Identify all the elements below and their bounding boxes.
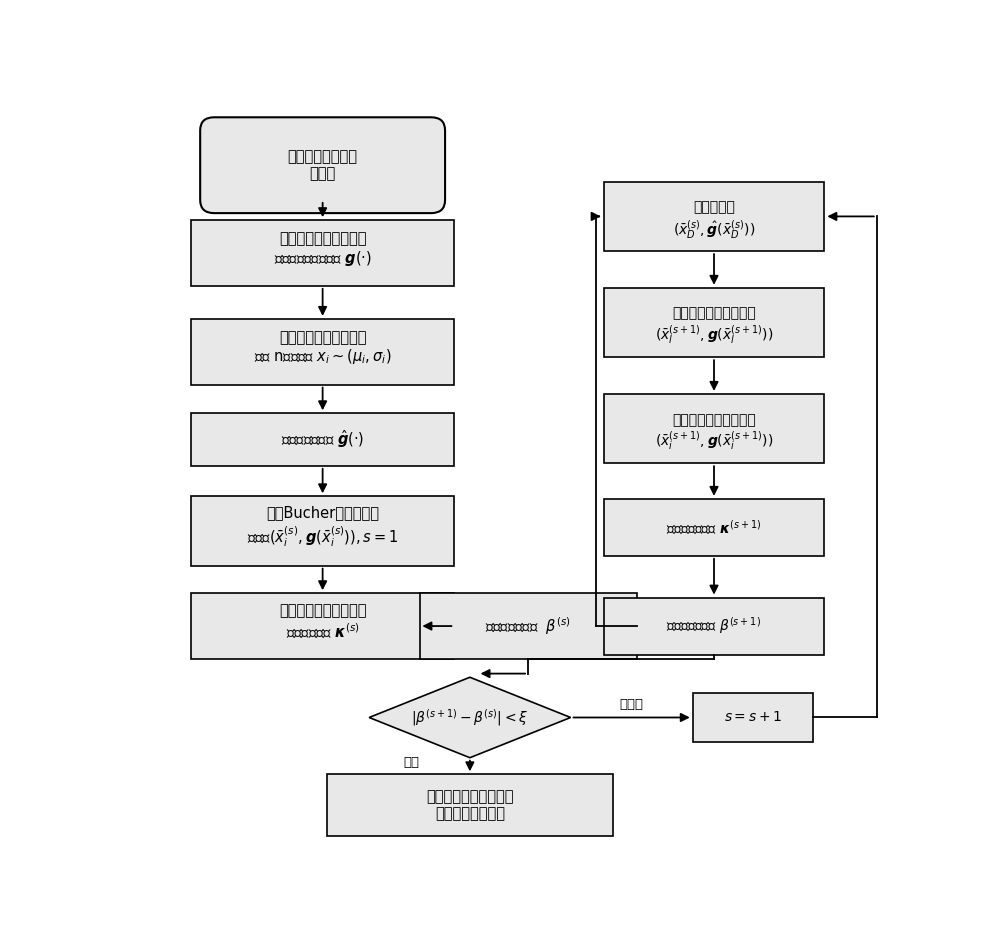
Bar (191, 496, 454, 565)
Text: 满足: 满足 (404, 756, 420, 769)
Bar (191, 319, 454, 385)
Text: 基于Bucher法生成初始
实验点$(\bar{x}_i^{(s)},\boldsymbol{g}(\bar{x}_i^{(s)})),s=1$: 基于Bucher法生成初始 实验点$(\bar{x}_i^{(s)},\bold… (247, 505, 398, 549)
Bar (604, 394, 824, 464)
Text: 构造设计点: 构造设计点 (693, 200, 735, 215)
Bar (420, 593, 637, 659)
Text: 得到响应面系数 $\boldsymbol{\kappa}^{(s+1)}$: 得到响应面系数 $\boldsymbol{\kappa}^{(s+1)}$ (666, 518, 762, 537)
Text: 响应面函数解析表达式
和运动可靠度指标: 响应面函数解析表达式 和运动可靠度指标 (426, 789, 514, 822)
Text: $|\beta^{(s+1)}-\beta^{(s)}|<\xi$: $|\beta^{(s+1)}-\beta^{(s)}|<\xi$ (411, 707, 529, 728)
Text: 求解可靠度指标  $\beta^{(s)}$: 求解可靠度指标 $\beta^{(s)}$ (485, 616, 571, 636)
Text: 基于最小二乘法解得响
应面函数系数 $\boldsymbol{\kappa}^{(s)}$: 基于最小二乘法解得响 应面函数系数 $\boldsymbol{\kappa}^{… (279, 603, 366, 641)
FancyBboxPatch shape (200, 117, 445, 213)
Text: $(\bar{x}_D^{(s)},\hat{\boldsymbol{g}}(\bar{x}_D^{(s)}))$: $(\bar{x}_D^{(s)},\hat{\boldsymbol{g}}(\… (673, 218, 755, 240)
Text: 生成下一代全部实验点: 生成下一代全部实验点 (672, 412, 756, 427)
Text: $s=s+1$: $s=s+1$ (724, 711, 782, 725)
Bar (191, 593, 454, 659)
Text: $(\bar{x}_i^{(s+1)},\boldsymbol{g}(\bar{x}_i^{(s+1)}))$: $(\bar{x}_i^{(s+1)},\boldsymbol{g}(\bar{… (655, 430, 773, 453)
Text: 生成下一代实验中心点: 生成下一代实验中心点 (672, 307, 756, 321)
Bar (191, 413, 454, 466)
Text: 空间机械臂典型规
划任务: 空间机械臂典型规 划任务 (288, 149, 358, 181)
Bar (604, 598, 824, 655)
Bar (604, 288, 824, 357)
Text: 函数中可靠性影响因素
个数 n，各因素 $x_i{\sim}(\mu_i,\sigma_i)$: 函数中可靠性影响因素 个数 n，各因素 $x_i{\sim}(\mu_i,\si… (254, 330, 391, 367)
Bar (693, 693, 813, 742)
Polygon shape (369, 677, 571, 758)
Text: 构造响应面函数 $\hat{\boldsymbol{g}}$(·): 构造响应面函数 $\hat{\boldsymbol{g}}$(·) (281, 428, 364, 450)
Text: 不满足: 不满足 (620, 698, 644, 711)
Text: 建立评估机械臂运动可
靠性的状态极限函数 $\boldsymbol{g}$(·): 建立评估机械臂运动可 靠性的状态极限函数 $\boldsymbol{g}$(·) (274, 231, 372, 268)
Bar (326, 774, 613, 836)
Text: $(\bar{x}_l^{(s+1)},\boldsymbol{g}(\bar{x}_l^{(s+1)}))$: $(\bar{x}_l^{(s+1)},\boldsymbol{g}(\bar{… (655, 324, 773, 347)
Bar (191, 220, 454, 286)
Bar (604, 499, 824, 556)
Text: 求解可靠度指标 $\beta^{(s+1)}$: 求解可靠度指标 $\beta^{(s+1)}$ (666, 616, 762, 636)
Bar (604, 181, 824, 251)
